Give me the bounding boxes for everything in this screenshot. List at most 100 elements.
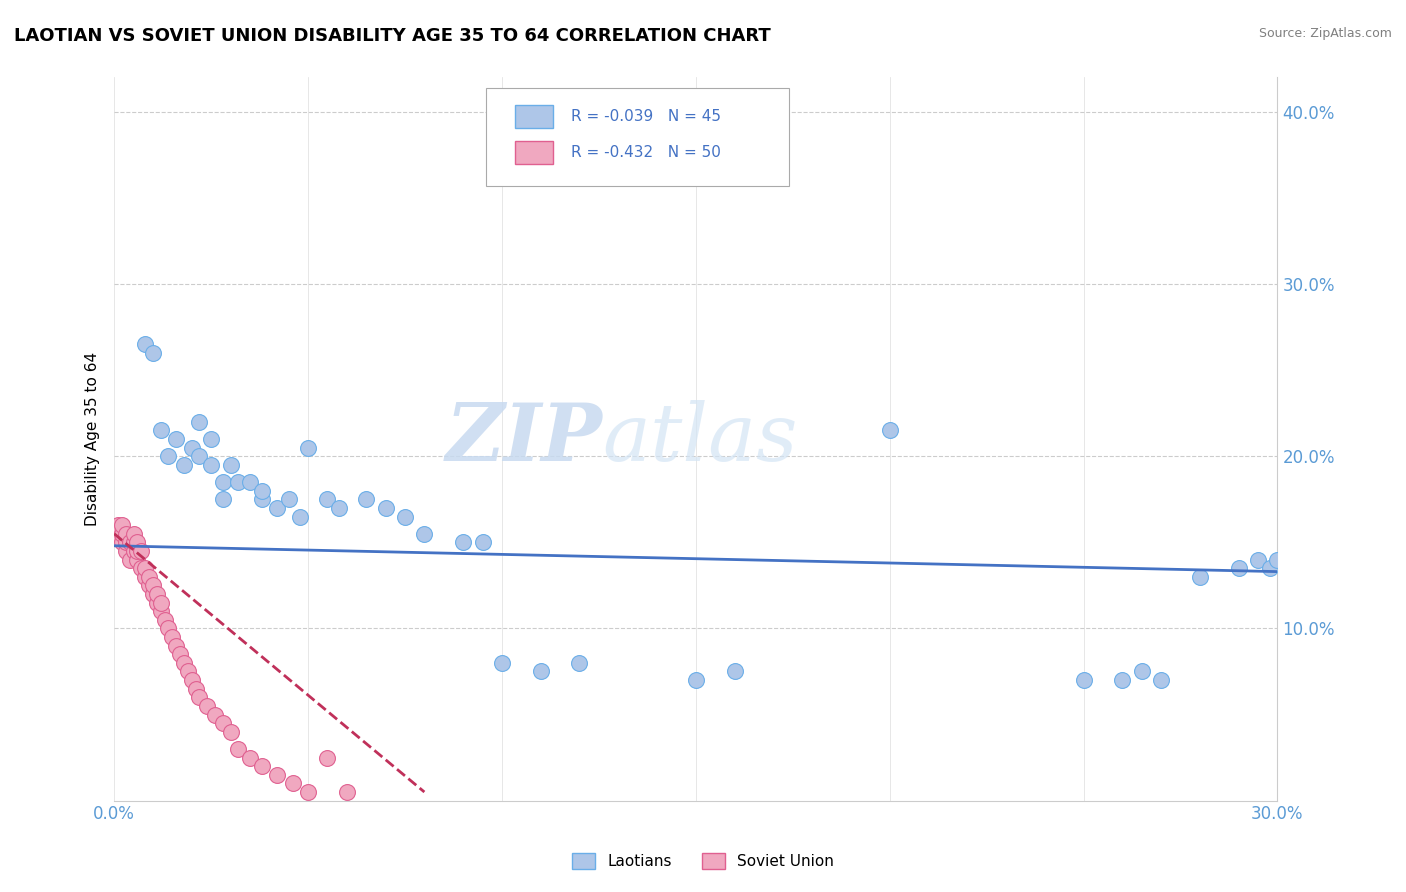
Point (374, 500, 396, 515)
Text: Source: ZipAtlas.com: Source: ZipAtlas.com (1258, 27, 1392, 40)
Point (169, 647, 191, 661)
Point (118, 552, 141, 566)
Point (131, 561, 153, 575)
Point (157, 622, 180, 636)
Point (107, 518, 129, 533)
Point (1150, 673, 1173, 687)
Point (162, 630, 184, 644)
Point (1258, 561, 1281, 575)
Point (138, 578, 160, 592)
Point (142, 346, 165, 360)
Point (290, 509, 312, 524)
Point (354, 492, 377, 507)
Point (157, 449, 180, 463)
Point (1130, 665, 1153, 679)
Point (204, 707, 226, 722)
Point (107, 526, 129, 541)
Point (226, 475, 249, 489)
Point (118, 535, 141, 549)
Point (127, 535, 149, 549)
Point (180, 673, 202, 687)
Point (1188, 570, 1211, 584)
Point (177, 665, 200, 679)
Point (266, 500, 288, 515)
Point (1247, 552, 1270, 566)
Point (146, 596, 169, 610)
Point (219, 458, 242, 472)
Point (149, 604, 172, 618)
Point (266, 768, 288, 782)
Point (149, 424, 172, 438)
Point (195, 698, 218, 713)
Text: atlas: atlas (603, 401, 799, 478)
Point (114, 535, 136, 549)
Point (200, 432, 222, 446)
Point (173, 656, 195, 670)
Point (153, 613, 176, 627)
Point (530, 665, 553, 679)
Point (211, 492, 233, 507)
Point (250, 759, 273, 773)
Point (723, 665, 745, 679)
Point (239, 750, 262, 764)
Point (1227, 561, 1250, 575)
Point (188, 690, 211, 705)
Point (568, 656, 591, 670)
Point (111, 526, 134, 541)
Point (173, 458, 195, 472)
Point (277, 492, 299, 507)
FancyBboxPatch shape (516, 141, 553, 164)
Point (131, 544, 153, 558)
Point (184, 681, 207, 696)
Point (165, 432, 187, 446)
Point (1267, 552, 1289, 566)
Point (297, 441, 319, 455)
Point (114, 526, 136, 541)
Point (328, 500, 350, 515)
Point (142, 587, 165, 601)
Point (142, 578, 165, 592)
Point (879, 424, 901, 438)
Point (471, 535, 494, 549)
Point (134, 337, 156, 351)
Point (394, 509, 416, 524)
Point (316, 492, 339, 507)
Point (413, 526, 436, 541)
Point (211, 475, 233, 489)
Point (491, 656, 513, 670)
Point (685, 673, 707, 687)
Text: R = -0.039   N = 45: R = -0.039 N = 45 (571, 109, 721, 124)
Point (250, 492, 273, 507)
Point (211, 716, 233, 731)
Point (127, 552, 149, 566)
Point (188, 449, 211, 463)
Point (127, 544, 149, 558)
FancyBboxPatch shape (486, 88, 789, 186)
Point (451, 535, 474, 549)
Point (226, 742, 249, 756)
Point (250, 483, 273, 498)
Point (281, 776, 304, 790)
Point (111, 518, 134, 533)
Point (1111, 673, 1133, 687)
Point (336, 785, 359, 799)
Point (122, 535, 145, 549)
Text: R = -0.432   N = 50: R = -0.432 N = 50 (571, 145, 721, 161)
Text: ZIP: ZIP (446, 401, 603, 478)
Point (297, 785, 319, 799)
Point (134, 561, 156, 575)
Point (188, 415, 211, 429)
Point (316, 750, 339, 764)
Y-axis label: Disability Age 35 to 64: Disability Age 35 to 64 (86, 352, 100, 526)
Point (122, 544, 145, 558)
Point (239, 475, 262, 489)
FancyBboxPatch shape (516, 105, 553, 128)
Point (111, 535, 134, 549)
Point (149, 596, 172, 610)
Point (1073, 673, 1095, 687)
Point (122, 526, 145, 541)
Point (114, 544, 136, 558)
Point (134, 570, 156, 584)
Legend: Laotians, Soviet Union: Laotians, Soviet Union (565, 847, 841, 875)
Point (180, 441, 202, 455)
